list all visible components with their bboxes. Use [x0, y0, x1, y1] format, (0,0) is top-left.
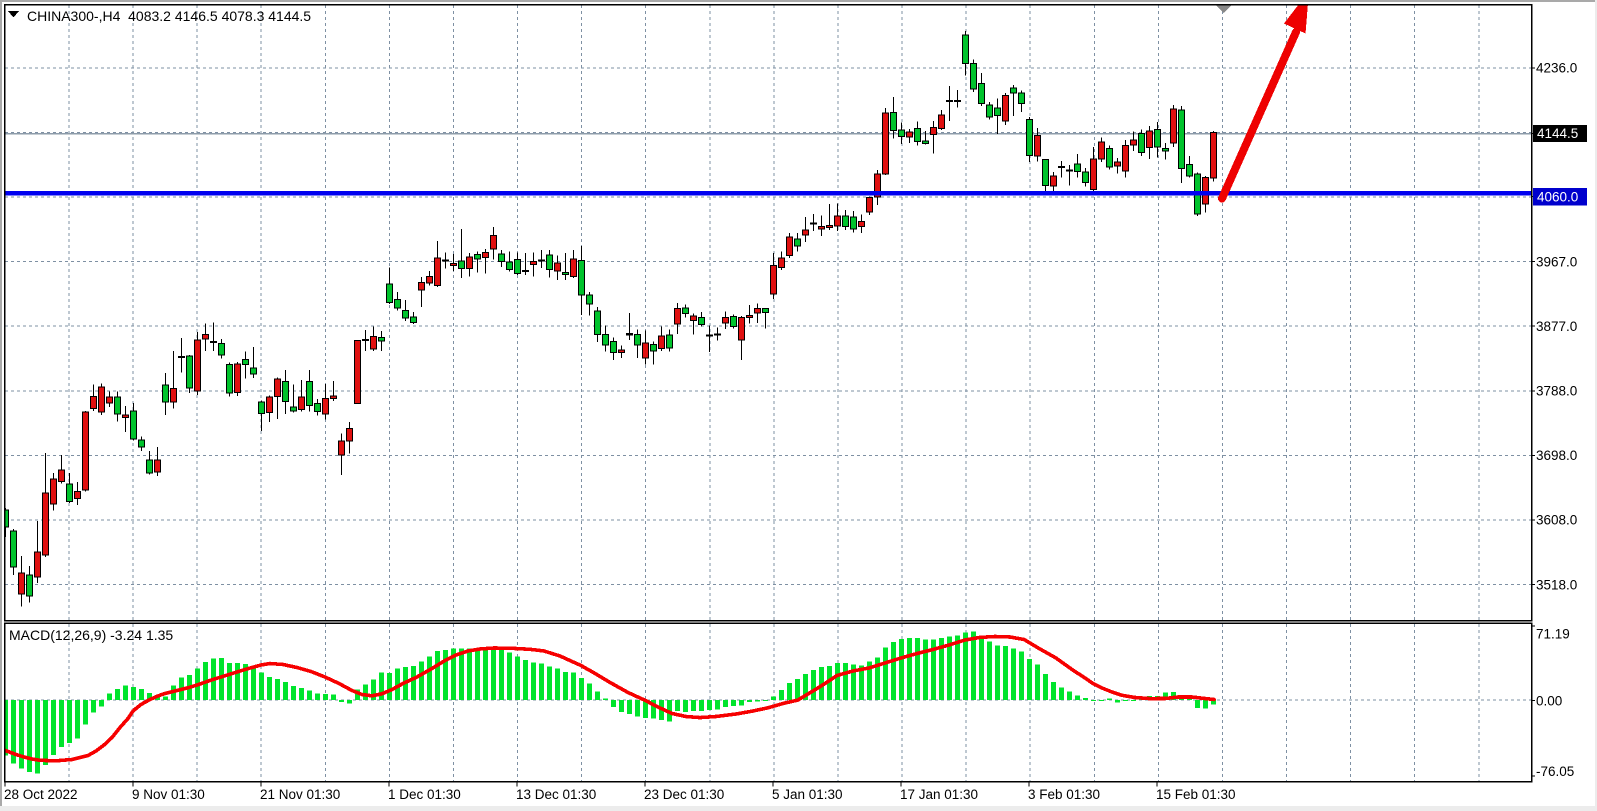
svg-text:4144.5: 4144.5	[1537, 126, 1578, 141]
svg-text:4060.0: 4060.0	[1537, 190, 1578, 205]
svg-text:3698.0: 3698.0	[1536, 448, 1577, 463]
svg-text:3967.0: 3967.0	[1536, 254, 1577, 269]
svg-text:15 Feb 01:30: 15 Feb 01:30	[1156, 787, 1236, 802]
svg-text:3608.0: 3608.0	[1536, 513, 1577, 528]
svg-text:71.19: 71.19	[1536, 627, 1570, 642]
svg-text:5 Jan 01:30: 5 Jan 01:30	[772, 787, 843, 802]
svg-text:23 Dec 01:30: 23 Dec 01:30	[644, 787, 724, 802]
svg-text:4236.0: 4236.0	[1536, 61, 1577, 76]
svg-text:17 Jan 01:30: 17 Jan 01:30	[900, 787, 978, 802]
svg-text:-76.05: -76.05	[1536, 764, 1574, 779]
svg-text:3518.0: 3518.0	[1536, 577, 1577, 592]
svg-text:13 Dec 01:30: 13 Dec 01:30	[516, 787, 596, 802]
svg-text:1 Dec 01:30: 1 Dec 01:30	[388, 787, 461, 802]
svg-text:28 Oct 2022: 28 Oct 2022	[4, 787, 78, 802]
svg-text:9 Nov 01:30: 9 Nov 01:30	[132, 787, 205, 802]
svg-text:MACD(12,26,9) -3.24 1.35: MACD(12,26,9) -3.24 1.35	[9, 627, 173, 643]
svg-text:0.00: 0.00	[1536, 693, 1562, 708]
svg-text:21 Nov 01:30: 21 Nov 01:30	[260, 787, 340, 802]
svg-text:CHINA300-,H4 4083.2 4146.5 40: CHINA300-,H4 4083.2 4146.5 4078.3 4144.5	[27, 8, 311, 24]
svg-text:3788.0: 3788.0	[1536, 384, 1577, 399]
svg-text:3 Feb 01:30: 3 Feb 01:30	[1028, 787, 1100, 802]
svg-text:3877.0: 3877.0	[1536, 319, 1577, 334]
